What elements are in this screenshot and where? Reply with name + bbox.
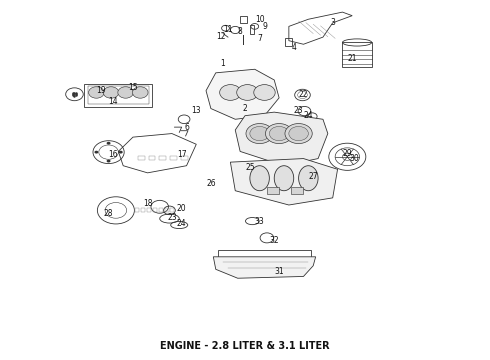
Circle shape [89,87,104,98]
Bar [165,208,169,212]
Ellipse shape [274,166,294,191]
Polygon shape [213,257,316,278]
Bar [343,42,372,67]
Text: 14: 14 [109,97,118,106]
Circle shape [285,123,312,144]
Text: 21: 21 [347,54,357,63]
Text: 11: 11 [223,26,233,35]
Circle shape [246,123,273,144]
Text: 15: 15 [128,83,138,92]
Text: 1: 1 [220,59,225,68]
Text: 10: 10 [255,15,265,24]
Text: 29: 29 [343,149,352,158]
Text: 8: 8 [238,27,243,36]
Text: 6: 6 [184,123,189,132]
Circle shape [107,159,111,162]
Polygon shape [206,69,279,119]
Text: ENGINE - 2.8 LITER & 3.1 LITER: ENGINE - 2.8 LITER & 3.1 LITER [160,341,330,351]
Text: 33: 33 [255,217,265,226]
Text: 4: 4 [291,43,296,52]
Circle shape [95,151,98,154]
Text: 12: 12 [216,32,225,41]
Bar [218,250,311,257]
Bar [84,84,152,107]
Ellipse shape [298,166,318,191]
Text: 28: 28 [104,210,113,219]
Bar [291,187,303,194]
Text: 3: 3 [330,18,335,27]
Bar [170,156,177,160]
Bar [159,156,166,160]
Bar [286,38,292,46]
Circle shape [220,85,241,100]
Text: 30: 30 [350,154,360,163]
Circle shape [289,126,308,141]
Text: 31: 31 [274,267,284,276]
Text: 7: 7 [257,35,262,44]
Polygon shape [235,112,328,166]
Bar [267,187,279,194]
Circle shape [266,123,293,144]
Circle shape [107,142,111,145]
Bar [153,208,157,212]
Bar [148,156,155,160]
Text: 32: 32 [270,236,279,245]
Bar [147,208,151,212]
Text: 13: 13 [192,106,201,115]
Circle shape [132,87,148,98]
Text: 27: 27 [308,172,318,181]
Bar [88,86,148,104]
Text: 24: 24 [303,111,313,120]
Ellipse shape [250,166,270,191]
Text: 25: 25 [245,163,255,172]
Text: 19: 19 [97,86,106,95]
Circle shape [250,126,270,141]
Bar [138,156,145,160]
Text: 16: 16 [109,150,118,159]
Text: 22: 22 [299,90,308,99]
Text: 2: 2 [243,104,247,113]
Circle shape [103,87,119,98]
Text: 9: 9 [262,22,267,31]
Circle shape [270,126,289,141]
Text: 20: 20 [177,204,187,213]
Circle shape [118,87,133,98]
Circle shape [254,85,275,100]
Bar [159,208,163,212]
Bar [171,208,174,212]
Bar [240,16,247,23]
Text: 24: 24 [177,219,187,228]
Text: 17: 17 [177,150,187,159]
Circle shape [119,151,122,154]
Polygon shape [230,158,338,205]
Bar [250,24,254,33]
Text: 23: 23 [294,106,303,115]
Text: 23: 23 [167,213,177,222]
Circle shape [237,85,258,100]
Bar [135,208,139,212]
Bar [141,208,145,212]
Text: 18: 18 [143,199,152,208]
Text: 26: 26 [206,179,216,188]
Bar [181,156,188,160]
